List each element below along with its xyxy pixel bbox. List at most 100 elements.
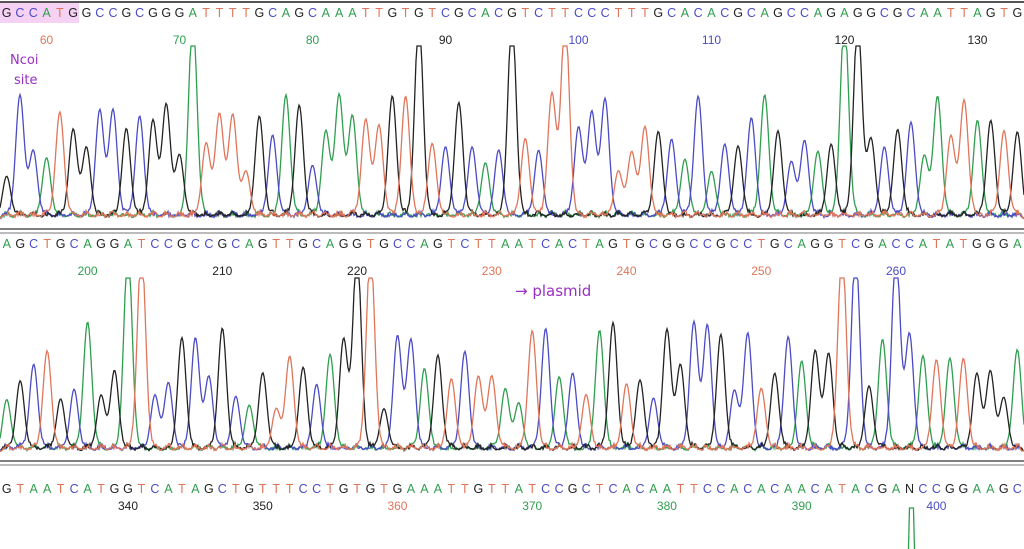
base-call: G [175,6,185,20]
base-call: A [649,482,658,496]
base-call: T [202,6,210,20]
base-call: T [474,237,482,251]
base-call: G [2,482,12,496]
base-call: G [110,237,120,251]
base-call: C [932,482,941,496]
base-call: T [326,482,334,496]
base-call: A [515,237,524,251]
trace-T [0,277,1024,452]
base-call: A [30,482,39,496]
base-call: A [335,6,344,20]
base-call: G [56,237,66,251]
base-call: G [959,482,969,496]
base-call: G [568,482,578,496]
base-call: T [259,482,267,496]
position-tick-label: 370 [522,499,542,513]
base-call: T [138,482,146,496]
base-call: T [548,6,556,20]
base-call: G [148,6,158,20]
position-tick-label: 130 [967,33,987,47]
base-call: T [677,482,685,496]
base-call: T [56,6,64,20]
base-call: A [189,6,198,20]
base-call: T [528,237,536,251]
base-call: C [800,6,809,20]
base-call: T [521,6,529,20]
base-call: T [375,6,383,20]
ncoi-annotation: site [14,73,37,88]
base-call: G [893,6,903,20]
base-call: G [473,482,483,496]
position-tick-label: 350 [253,499,273,513]
base-call: C [574,6,583,20]
base-call: T [582,237,590,251]
base-call: T [1000,6,1008,20]
base-call: C [218,482,227,496]
base-call: C [787,6,796,20]
position-tick-label: 250 [751,264,771,278]
base-call: C [720,6,729,20]
base-call: G [258,237,268,251]
base-call: G [82,6,92,20]
base-call: C [109,6,118,20]
base-call: A [348,6,357,20]
base-call: T [596,482,604,496]
base-call: T [933,237,941,251]
base-call: A [757,482,766,496]
base-call: C [743,482,752,496]
base-call: C [534,6,543,20]
base-call: T [561,6,569,20]
base-call: T [229,6,237,20]
base-call: G [945,482,955,496]
base-call: A [663,482,672,496]
base-call: C [231,237,240,251]
base-call: G [635,237,645,251]
position-tick-label: 230 [482,264,502,278]
base-call: C [918,482,927,496]
position-tick-label: 60 [40,33,54,47]
base-call: A [798,482,807,496]
base-call: G [864,237,874,251]
base-call: A [730,482,739,496]
base-call: G [972,237,982,251]
position-tick-label: 240 [617,264,637,278]
base-call: C [29,6,38,20]
base-call: G [294,6,304,20]
base-call: G [507,6,517,20]
base-call: A [986,482,995,496]
base-call: T [428,6,436,20]
base-call: C [191,237,200,251]
base-call: C [601,6,610,20]
base-call: G [15,237,25,251]
base-call: A [946,237,955,251]
base-call: T [16,482,24,496]
base-call: G [204,482,214,496]
base-call: A [851,482,860,496]
position-tick-label: 80 [306,33,320,47]
base-call: T [272,482,280,496]
base-call: C [135,6,144,20]
trace-G [0,45,1024,219]
base-call: C [312,237,321,251]
base-call: A [3,237,12,251]
position-tick-label: 120 [834,33,854,47]
ncoi-annotation: Ncoi [10,53,38,68]
base-call: C [905,237,914,251]
base-call: G [161,6,171,20]
position-tick-label: 380 [657,499,677,513]
trace-peak [907,507,916,549]
base-call: C [851,237,860,251]
base-call: T [641,6,649,20]
base-call: C [703,482,712,496]
base-call: G [999,237,1009,251]
base-call: A [595,237,604,251]
base-call: C [743,237,752,251]
position-tick-label: 390 [792,499,812,513]
base-call: A [707,6,716,20]
base-call: C [150,237,159,251]
base-call: T [232,482,240,496]
base-call: G [716,237,726,251]
base-call: G [826,6,836,20]
base-call: G [999,482,1009,496]
